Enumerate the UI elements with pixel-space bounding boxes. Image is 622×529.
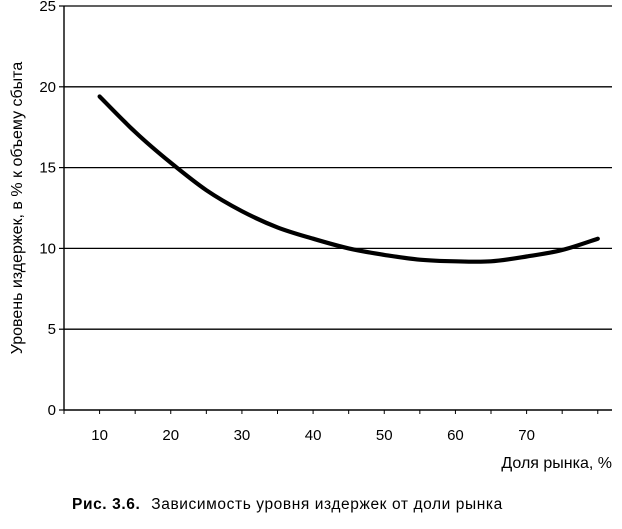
chart: 0 5 10 15 20 25 10 20 30 40 50 60 70 Доля рынка, % У…	[9, 0, 612, 472]
y-tick-label-0: 0	[48, 402, 56, 419]
y-tick-label-5: 5	[48, 321, 56, 338]
x-tick-label-20: 20	[162, 427, 179, 444]
axes	[59, 5, 612, 414]
x-tick-label-50: 50	[376, 427, 393, 444]
y-axis-title: Уровень издержек, в % к объему сбыта	[9, 62, 26, 355]
x-tick-label-60: 60	[447, 427, 464, 444]
tick-labels: 0 5 10 15 20 25 10 20 30 40 50 60 70	[39, 0, 535, 444]
series-line-0	[97, 94, 600, 264]
y-tick-label-25: 25	[39, 0, 56, 15]
x-axis-title: Доля рынка, %	[501, 455, 612, 472]
grid-lines	[64, 5, 612, 330]
x-tick-label-40: 40	[305, 427, 322, 444]
x-tick-label-30: 30	[234, 427, 251, 444]
y-tick-label-20: 20	[39, 79, 56, 96]
caption-text: Зависимость уровня издержек от доли рынк…	[151, 496, 503, 513]
y-tick-label-15: 15	[39, 160, 56, 177]
caption-number: Рис. 3.6.	[72, 496, 141, 513]
x-tick-label-10: 10	[91, 427, 108, 444]
figure-caption: Рис. 3.6. Зависимость уровня издержек от…	[72, 496, 612, 514]
x-tick-label-70: 70	[518, 427, 535, 444]
data-series	[97, 94, 600, 264]
y-tick-label-10: 10	[39, 240, 56, 257]
